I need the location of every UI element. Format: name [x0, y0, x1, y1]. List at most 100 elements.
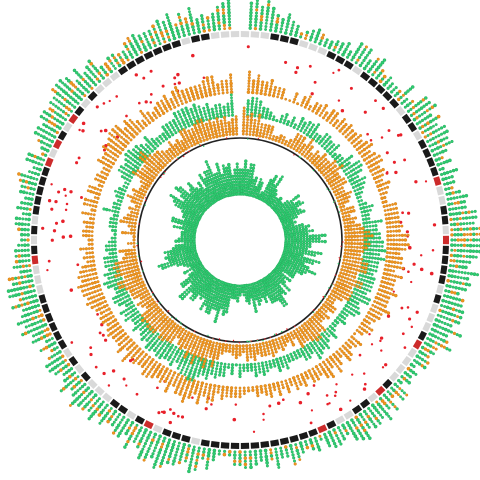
green-histogram-1-dot	[356, 288, 360, 292]
orange-histogram-2-dot	[335, 172, 340, 176]
green-histogram-1-dot	[310, 351, 314, 355]
outer-histogram-dot	[378, 79, 383, 84]
ideogram-segment	[343, 410, 354, 420]
orange-histogram-1-dot	[77, 276, 81, 279]
green-histogram-1-dot	[307, 346, 311, 350]
outer-histogram-dot	[409, 362, 414, 367]
outer-histogram-dot	[69, 367, 74, 371]
orange-histogram-1-dot	[181, 396, 185, 401]
outer-histogram-dot	[118, 56, 122, 59]
green-histogram-1-dot	[365, 255, 369, 259]
outer-histogram-dot	[161, 34, 165, 38]
outer-histogram-dot	[50, 337, 54, 341]
green-histogram-1-dot	[105, 207, 109, 212]
outer-histogram-dot	[402, 391, 406, 395]
orange-histogram-2-dot	[343, 211, 348, 215]
scatter-point	[156, 386, 159, 390]
scatter-point	[89, 346, 93, 349]
orange-histogram-1-dot	[340, 119, 345, 124]
green-histogram-1-dot	[363, 176, 367, 180]
outer-histogram-dot	[27, 212, 32, 217]
orange-histogram-2-dot	[349, 286, 353, 290]
outer-histogram-dot	[80, 91, 85, 96]
green-histogram-1-dot	[359, 182, 363, 186]
orange-histogram-1-dot	[91, 300, 95, 304]
outer-histogram-dot	[59, 389, 63, 393]
scatter-point	[142, 76, 146, 80]
green-histogram-1-dot	[375, 236, 378, 240]
orange-histogram-1-dot	[170, 376, 174, 380]
outer-histogram-dot	[406, 89, 410, 93]
orange-histogram-1-dot	[94, 299, 98, 303]
outer-histogram-dot	[439, 338, 443, 342]
orange-histogram-2-dot	[130, 210, 134, 214]
orange-histogram-2-dot	[351, 220, 355, 224]
green-histogram-1-dot	[144, 345, 148, 349]
orange-histogram-1-dot	[353, 132, 358, 136]
outer-histogram-dot	[457, 206, 461, 210]
outer-histogram-dot	[453, 233, 457, 237]
outer-histogram-dot	[435, 324, 440, 328]
outer-histogram-dot	[430, 148, 435, 153]
outer-histogram-dot	[99, 74, 103, 78]
outer-histogram-dot	[265, 464, 269, 468]
outer-histogram-dot	[222, 23, 227, 28]
orange-histogram-1-dot	[84, 233, 89, 238]
orange-histogram-1-dot	[372, 151, 377, 156]
outer-histogram-dot	[52, 135, 57, 139]
orange-histogram-1-dot	[207, 87, 212, 91]
orange-histogram-2-dot	[138, 195, 142, 199]
green-histogram-1-dot	[364, 217, 368, 221]
orange-histogram-1-dot	[308, 105, 312, 108]
orange-histogram-2-dot	[327, 181, 332, 185]
orange-histogram-1-dot	[125, 355, 129, 358]
outer-histogram-dot	[28, 269, 32, 273]
orange-histogram-2-dot	[181, 341, 185, 345]
orange-histogram-2-dot	[208, 355, 212, 359]
outer-histogram-dot	[14, 293, 18, 298]
scatter-point	[177, 81, 181, 85]
orange-histogram-1-dot	[170, 90, 175, 94]
orange-histogram-2-dot	[255, 127, 260, 132]
scatter-point	[412, 262, 416, 266]
green-histogram-1-dot	[245, 366, 250, 370]
outer-histogram-dot	[473, 209, 477, 213]
orange-histogram-1-dot	[183, 378, 187, 383]
ideogram-segment	[38, 294, 47, 304]
orange-histogram-2-dot	[337, 175, 341, 179]
orange-histogram-2-dot	[137, 271, 141, 275]
orange-histogram-2-dot	[256, 125, 260, 129]
outer-histogram-dot	[453, 243, 457, 247]
green-histogram-1-dot	[361, 274, 365, 278]
green-histogram-1-dot	[150, 339, 154, 343]
orange-histogram-2-dot	[314, 156, 319, 161]
outer-histogram-dot	[116, 415, 120, 419]
orange-histogram-1-dot	[170, 100, 174, 104]
orange-histogram-2-dot	[303, 154, 307, 158]
green-histogram-1-dot	[253, 108, 258, 112]
ideogram-segment	[117, 65, 129, 76]
orange-histogram-2-dot	[176, 152, 180, 156]
outer-histogram-dot	[449, 324, 453, 328]
orange-histogram-1-dot	[337, 352, 341, 356]
orange-histogram-1-dot	[124, 121, 129, 126]
green-histogram-1-dot	[199, 366, 203, 370]
green-histogram-1-dot	[367, 204, 371, 208]
outer-histogram-dot	[178, 458, 182, 462]
orange-histogram-2-dot	[312, 333, 316, 337]
green-histogram-1-dot	[373, 256, 377, 260]
orange-histogram-1-dot	[123, 357, 127, 361]
ideogram-segment	[401, 355, 412, 367]
outer-histogram-dot	[187, 444, 192, 448]
outer-histogram-dot	[87, 68, 91, 72]
outer-histogram-dot	[442, 143, 446, 147]
outer-histogram-dot	[232, 459, 237, 463]
outer-histogram-dot	[166, 32, 170, 36]
orange-histogram-1-dot	[140, 364, 145, 369]
orange-histogram-2-dot	[154, 312, 158, 316]
orange-histogram-1-dot	[207, 85, 211, 88]
orange-histogram-1-dot	[296, 374, 300, 378]
outer-histogram-dot	[33, 294, 38, 298]
green-histogram-1-dot	[132, 148, 136, 152]
orange-histogram-1-dot	[118, 134, 121, 137]
